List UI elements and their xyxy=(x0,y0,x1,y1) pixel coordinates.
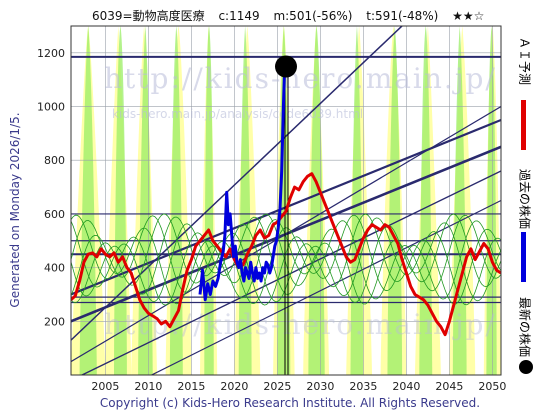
legend-ai-forecast-label: ＡＩ予測 xyxy=(517,36,532,86)
legend-past-price: 過去の株価 xyxy=(512,168,538,298)
y-tick-label: 1000 xyxy=(37,101,65,114)
band-1 xyxy=(79,26,97,375)
axis-ticks: 200 400 600 800 1000 1200 2005 2010 2015 2020 2025… xyxy=(37,47,506,393)
y-tick-label: 400 xyxy=(44,262,65,275)
trend-line-3 xyxy=(71,145,501,323)
y-tick-label: 600 xyxy=(44,208,65,221)
band-7 xyxy=(169,26,183,375)
x-tick-label: 2025 xyxy=(263,380,291,393)
chart-header: 6039=動物高度医療 c:1149 m:501(-56%) t:591(-48… xyxy=(92,7,494,24)
green-line-4 xyxy=(71,213,501,305)
x-tick-label: 2040 xyxy=(392,380,420,393)
series-line-1 xyxy=(198,64,287,302)
watermark: http://kids-hero.main.jp/ kids-hero.main… xyxy=(104,62,497,341)
green-line-5 xyxy=(71,213,501,305)
legend-past-price-label: 過去の株価 xyxy=(517,168,532,230)
green-line-2 xyxy=(71,213,501,305)
generated-date-text: Generated on Monday 2026/1/5. xyxy=(8,112,22,308)
band-11 xyxy=(238,26,252,375)
latest-price-point xyxy=(275,55,297,78)
x-tick-label: 2005 xyxy=(91,380,119,393)
copyright-footer: Copyright (c) Kids-Hero Research Institu… xyxy=(99,396,481,410)
generated-date-note: Generated on Monday 2026/1/5. xyxy=(4,60,26,360)
band-21 xyxy=(419,26,433,375)
x-tick-label: 2020 xyxy=(220,380,248,393)
x-tick-label: 2050 xyxy=(478,380,506,393)
price-series xyxy=(71,55,501,337)
watermark-url: http://kids-hero.main.jp/ xyxy=(104,62,497,95)
band-3 xyxy=(114,26,127,375)
target-price: t:591(-48%) xyxy=(366,9,439,23)
rating-stars: ★★☆ xyxy=(452,9,485,23)
legend-ai-forecast-swatch xyxy=(521,100,526,150)
stock-code-name: 6039=動物高度医療 xyxy=(92,9,205,23)
x-tick-label: 2045 xyxy=(435,380,463,393)
trend-line-5 xyxy=(150,199,501,375)
trend-line-4 xyxy=(80,170,501,375)
plot-frame xyxy=(70,25,502,376)
band-13 xyxy=(277,26,291,375)
legend-ai-forecast: ＡＩ予測 xyxy=(512,30,538,160)
mid-price: m:501(-56%) xyxy=(273,9,353,23)
y-tick-label: 800 xyxy=(44,154,65,167)
current-price: c:1149 xyxy=(218,9,260,23)
legend-latest-price-marker xyxy=(519,360,533,374)
series-line-0 xyxy=(71,172,501,337)
trend-lines xyxy=(71,26,501,375)
y-tick-label: 200 xyxy=(44,315,65,328)
legend-latest-price-label: 最新の株価 xyxy=(517,296,532,358)
y-tick-label: 1200 xyxy=(37,47,65,60)
trend-line-0 xyxy=(71,26,404,341)
x-tick-label: 2010 xyxy=(134,380,162,393)
band-17 xyxy=(350,26,364,375)
x-tick-label: 2035 xyxy=(349,380,377,393)
green-line-0 xyxy=(71,213,501,305)
x-tick-label: 2030 xyxy=(306,380,334,393)
watermark-path: kids-hero.main.jp/analysis/code6039.html xyxy=(112,107,363,121)
green-line-1 xyxy=(71,214,501,306)
x-tick-label: 2015 xyxy=(177,380,205,393)
legend-past-price-swatch xyxy=(521,232,526,282)
